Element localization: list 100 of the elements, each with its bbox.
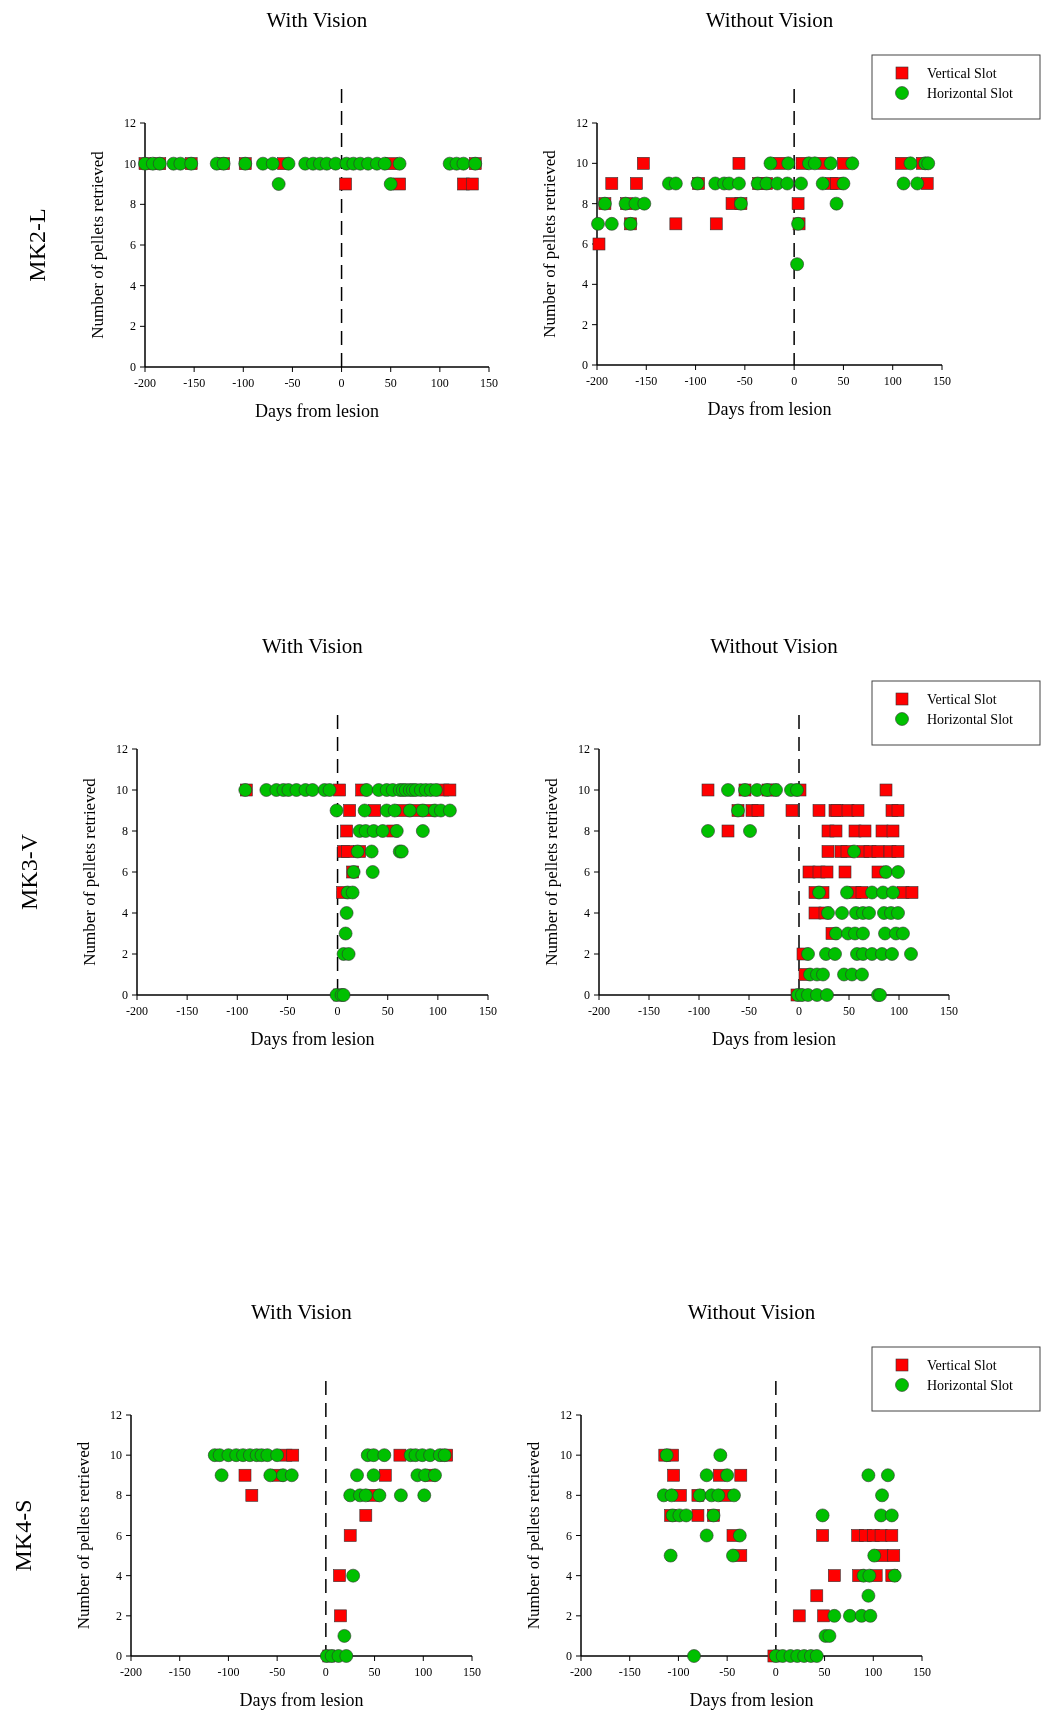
x-tick-label: 50 <box>384 376 397 390</box>
y-tick-label: 0 <box>130 360 136 374</box>
y-tick-label: 6 <box>130 238 136 252</box>
x-tick-label: -50 <box>279 1004 296 1018</box>
text: MK3-V <box>16 833 42 910</box>
x-tick-label: 100 <box>883 374 902 388</box>
y-tick-label: 2 <box>130 319 136 334</box>
x-tick-label: -100 <box>217 1665 240 1679</box>
y-tick-label: 4 <box>116 1568 122 1583</box>
chart-title: With Vision <box>251 1300 353 1324</box>
legend-label: Horizontal Slot <box>927 86 1014 101</box>
y-tick-label: 12 <box>560 1408 572 1422</box>
y-tick-label: 2 <box>122 947 128 961</box>
y-tick-label: 8 <box>130 197 136 212</box>
y-tick-label: 2 <box>566 1608 572 1623</box>
x-tick-label: -100 <box>667 1665 690 1679</box>
y-tick-label: 6 <box>566 1528 572 1543</box>
y-tick-label: 0 <box>116 1649 122 1663</box>
x-tick-label: -100 <box>684 374 707 388</box>
y-tick-label: 6 <box>116 1528 122 1543</box>
x-tick-label: -150 <box>168 1665 191 1679</box>
y-tick-label: 4 <box>130 278 136 293</box>
x-tick-label: -200 <box>134 376 156 390</box>
x-tick-label: 100 <box>864 1665 883 1679</box>
x-tick-label: 150 <box>479 1004 497 1018</box>
y-tick-label: 10 <box>116 783 128 797</box>
y-tick-label: 2 <box>584 947 590 961</box>
x-tick-label: 100 <box>414 1665 433 1679</box>
text: MK4-S <box>10 1499 36 1572</box>
x-tick-label: -50 <box>269 1665 286 1679</box>
x-tick-label: 100 <box>890 1004 908 1018</box>
x-tick-label: 150 <box>913 1665 931 1679</box>
y-tick-label: 10 <box>578 783 590 797</box>
x-tick-label: -100 <box>226 1004 249 1018</box>
x-tick-label: 150 <box>940 1004 958 1018</box>
y-tick-label: 0 <box>566 1649 572 1663</box>
y-tick-label: 4 <box>582 277 588 292</box>
y-tick-label: 12 <box>578 742 590 756</box>
x-tick-label: 150 <box>933 374 951 388</box>
x-tick-label: -200 <box>120 1665 142 1679</box>
y-tick-label: 12 <box>576 116 588 130</box>
y-tick-label: 6 <box>122 865 128 879</box>
x-tick-label: 50 <box>818 1665 831 1679</box>
y-tick-label: 10 <box>576 156 588 171</box>
y-tick-label: 8 <box>582 196 588 211</box>
x-tick-label: -200 <box>586 374 608 388</box>
chart-title: Without Vision <box>710 634 839 658</box>
x-tick-label: 100 <box>428 1004 447 1018</box>
y-tick-label: 6 <box>582 237 588 251</box>
y-axis-title: Number of pellets retrieved <box>74 1441 93 1630</box>
x-tick-label: 50 <box>843 1004 855 1018</box>
y-tick-label: 2 <box>582 317 588 332</box>
y-tick-label: 12 <box>124 116 136 130</box>
x-tick-label: 0 <box>334 1004 341 1018</box>
y-tick-label: 10 <box>110 1448 122 1463</box>
x-tick-label: 50 <box>381 1004 394 1018</box>
legend-label: Horizontal Slot <box>927 1378 1014 1393</box>
x-tick-label: 50 <box>837 374 850 388</box>
y-tick-label: 0 <box>582 358 588 372</box>
y-tick-label: 8 <box>116 1488 122 1503</box>
x-tick-label: -150 <box>638 1004 660 1018</box>
x-axis-title: Days from lesion <box>250 1029 375 1049</box>
x-axis-title: Days from lesion <box>707 399 832 419</box>
chart-title: Without Vision <box>687 1300 816 1324</box>
text: MK2-L <box>24 208 50 282</box>
y-tick-label: 10 <box>560 1448 572 1463</box>
x-axis-title: Days from lesion <box>239 1690 364 1710</box>
y-tick-label: 8 <box>122 824 128 838</box>
x-tick-label: -150 <box>618 1665 641 1679</box>
y-axis-title: Number of pellets retrieved <box>542 777 561 966</box>
y-tick-label: 10 <box>124 156 136 171</box>
x-tick-label: 0 <box>338 376 345 390</box>
x-tick-label: -200 <box>588 1004 610 1018</box>
legend-label: Horizontal Slot <box>927 712 1014 727</box>
y-tick-label: 12 <box>116 742 128 756</box>
y-axis-title: Number of pellets retrieved <box>80 777 99 966</box>
x-tick-label: 0 <box>796 1004 802 1018</box>
legend-label: Vertical Slot <box>927 66 997 81</box>
y-axis-title: Number of pellets retrieved <box>540 149 559 338</box>
x-tick-label: -150 <box>176 1004 199 1018</box>
x-tick-label: -200 <box>126 1004 148 1018</box>
x-tick-label: -100 <box>232 376 255 390</box>
y-tick-label: 8 <box>566 1488 572 1503</box>
x-tick-label: 0 <box>791 374 798 388</box>
legend-label: Vertical Slot <box>927 692 997 707</box>
x-tick-label: 150 <box>480 376 498 390</box>
x-tick-label: 50 <box>368 1665 381 1679</box>
chart-title: With Vision <box>266 8 368 32</box>
x-tick-label: -150 <box>183 376 206 390</box>
y-axis-title: Number of pellets retrieved <box>524 1441 543 1630</box>
x-tick-label: -50 <box>741 1004 757 1018</box>
y-tick-label: 12 <box>110 1408 122 1422</box>
y-tick-label: 0 <box>122 988 128 1002</box>
y-tick-label: 6 <box>584 865 590 879</box>
y-tick-label: 0 <box>584 988 590 1002</box>
x-axis-title: Days from lesion <box>712 1029 836 1049</box>
y-axis-title: Number of pellets retrieved <box>88 150 107 339</box>
x-tick-label: 150 <box>463 1665 481 1679</box>
x-tick-label: -200 <box>570 1665 592 1679</box>
x-tick-label: 100 <box>430 376 449 390</box>
